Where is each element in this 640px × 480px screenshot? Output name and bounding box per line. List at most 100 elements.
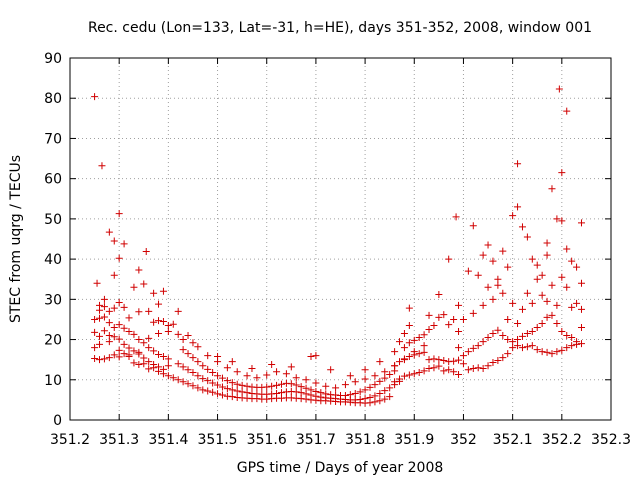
data-point	[386, 393, 394, 401]
data-point	[386, 384, 394, 392]
data-point	[573, 299, 581, 307]
data-point	[528, 328, 536, 336]
data-point	[312, 352, 320, 360]
data-point	[214, 372, 222, 380]
data-point	[125, 344, 133, 352]
data-point	[410, 370, 418, 378]
x-tick-label: 352.1	[493, 432, 533, 448]
data-point	[543, 251, 551, 259]
data-point	[452, 213, 460, 221]
data-point	[105, 338, 113, 346]
data-point	[425, 326, 433, 333]
data-point	[194, 358, 202, 366]
data-point	[273, 381, 281, 389]
data-point	[361, 395, 369, 403]
data-point	[223, 377, 231, 385]
data-point	[577, 340, 585, 348]
data-point	[509, 212, 517, 220]
data-point	[115, 346, 123, 354]
data-point	[376, 377, 384, 385]
y-tick-label: 20	[44, 333, 62, 349]
data-point	[100, 327, 108, 335]
data-point	[179, 336, 187, 344]
data-point	[189, 339, 197, 347]
data-point	[150, 289, 158, 297]
data-point	[538, 271, 546, 279]
data-point	[277, 389, 285, 397]
data-point	[504, 336, 512, 344]
data-point	[263, 383, 271, 391]
data-point	[199, 362, 207, 370]
data-point	[189, 382, 197, 390]
data-point	[115, 299, 123, 307]
data-point	[523, 233, 531, 241]
data-point	[159, 317, 167, 325]
data-point	[555, 85, 563, 93]
data-point	[179, 363, 187, 371]
data-point	[164, 328, 172, 336]
data-point	[174, 376, 182, 384]
data-point	[130, 330, 138, 338]
data-point	[430, 321, 438, 329]
data-point	[469, 365, 477, 373]
data-point	[268, 360, 276, 368]
data-point	[509, 338, 517, 346]
data-point	[322, 382, 330, 390]
data-point	[145, 344, 153, 352]
data-point	[548, 350, 556, 358]
data-point	[110, 323, 118, 331]
data-point	[204, 365, 212, 373]
data-point	[400, 330, 408, 338]
data-point	[415, 334, 423, 342]
data-point	[120, 324, 128, 332]
data-point	[204, 377, 212, 385]
data-point	[440, 311, 448, 319]
y-tick-label: 0	[53, 413, 62, 429]
data-point	[455, 328, 463, 336]
data-point	[159, 365, 167, 373]
data-point	[263, 371, 271, 379]
data-point	[415, 350, 423, 358]
data-point	[548, 185, 556, 193]
data-point	[435, 362, 443, 370]
y-tick-label: 90	[44, 51, 62, 67]
x-tick-label: 351.5	[197, 432, 237, 448]
data-point	[174, 307, 182, 315]
x-tick-label: 351.4	[148, 432, 188, 448]
data-point	[214, 352, 222, 360]
data-point	[474, 271, 482, 279]
data-point	[484, 334, 492, 342]
data-point	[115, 321, 123, 329]
y-tick-label: 10	[44, 373, 62, 389]
data-point	[238, 381, 246, 389]
data-point	[91, 93, 99, 101]
data-point	[214, 381, 222, 389]
data-point	[563, 332, 571, 340]
data-point	[307, 352, 315, 360]
data-point	[543, 313, 551, 321]
data-point	[366, 383, 374, 391]
data-point	[410, 336, 418, 344]
data-point	[371, 381, 379, 389]
data-point	[464, 267, 472, 275]
data-point	[346, 372, 354, 380]
data-point	[189, 354, 197, 362]
data-point	[96, 356, 104, 364]
data-point	[292, 388, 300, 396]
data-point	[98, 162, 106, 170]
data-point	[553, 301, 561, 309]
data-point	[292, 374, 300, 382]
data-point	[518, 223, 526, 231]
data-point	[400, 355, 408, 363]
data-point	[430, 364, 438, 372]
data-point	[110, 351, 118, 359]
data-point	[238, 388, 246, 396]
data-point	[420, 367, 428, 375]
data-point	[459, 360, 467, 368]
data-point	[563, 107, 571, 115]
data-point	[400, 372, 408, 380]
data-point	[169, 374, 177, 382]
data-point	[435, 313, 443, 321]
data-point	[351, 378, 359, 386]
data-point	[376, 397, 384, 405]
